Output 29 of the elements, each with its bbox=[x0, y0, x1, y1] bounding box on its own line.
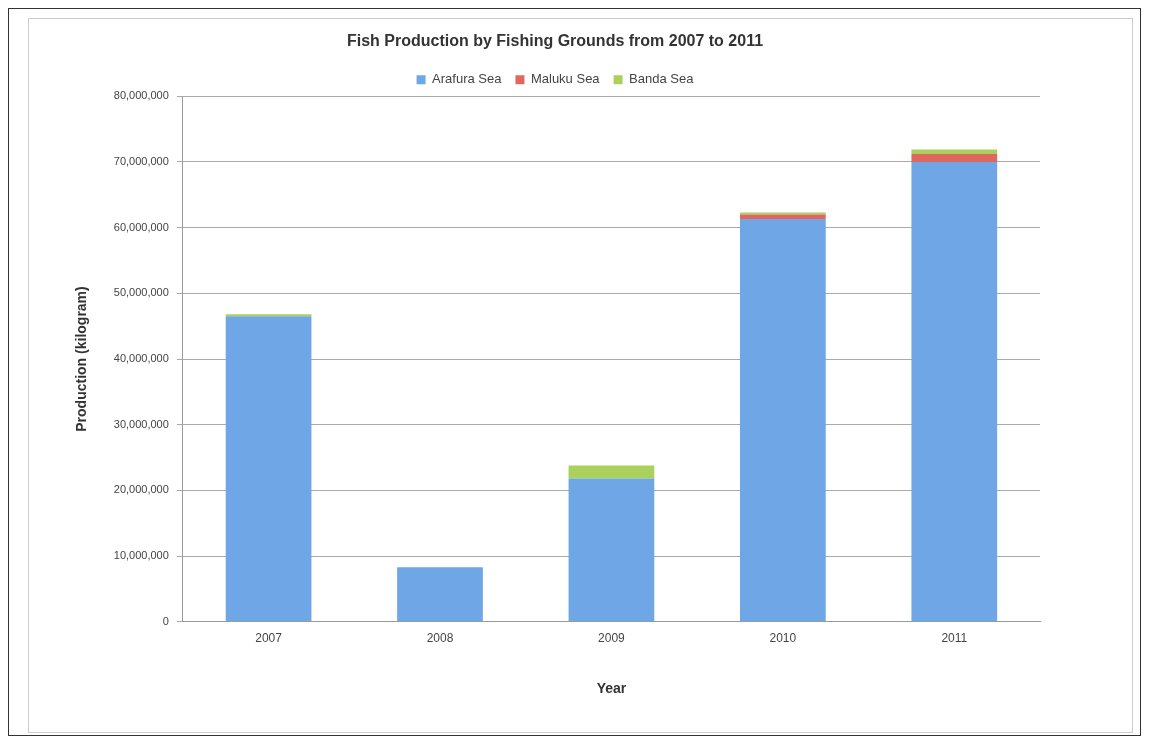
chart-title: Fish Production by Fishing Grounds from 2007 to 2011 bbox=[346, 32, 764, 50]
bar bbox=[911, 149, 998, 155]
legend-label: Banda Sea bbox=[629, 71, 695, 87]
bar bbox=[568, 465, 655, 479]
bar bbox=[740, 219, 826, 622]
bar bbox=[740, 214, 826, 220]
y-tick-label: 80,000,000 bbox=[113, 89, 169, 102]
y-tick-label: 40,000,000 bbox=[113, 352, 169, 365]
x-tick-label: 2008 bbox=[426, 631, 454, 646]
x-tick-label: 2009 bbox=[598, 631, 626, 646]
bar bbox=[225, 316, 312, 622]
y-tick-label: 10,000,000 bbox=[113, 549, 169, 562]
x-tick-label: 2010 bbox=[769, 631, 797, 646]
y-tick-label: 20,000,000 bbox=[113, 483, 169, 496]
x-tick-label: 2007 bbox=[255, 631, 283, 646]
bar bbox=[911, 154, 998, 162]
bar bbox=[397, 567, 483, 622]
y-axis-title: Production (kilogram) bbox=[73, 286, 90, 432]
bar bbox=[911, 161, 998, 622]
x-tick-label: 2011 bbox=[941, 631, 968, 646]
y-tick-label: 70,000,000 bbox=[113, 154, 169, 167]
legend-label: Arafura Sea bbox=[432, 71, 503, 87]
x-axis-title: Year bbox=[596, 680, 627, 697]
y-tick-label: 0 bbox=[162, 614, 169, 627]
bar bbox=[568, 478, 655, 622]
y-tick-label: 50,000,000 bbox=[113, 286, 169, 299]
y-tick-label: 30,000,000 bbox=[113, 417, 169, 430]
y-tick-label: 60,000,000 bbox=[113, 220, 169, 233]
legend-label: Maluku Sea bbox=[530, 71, 601, 87]
